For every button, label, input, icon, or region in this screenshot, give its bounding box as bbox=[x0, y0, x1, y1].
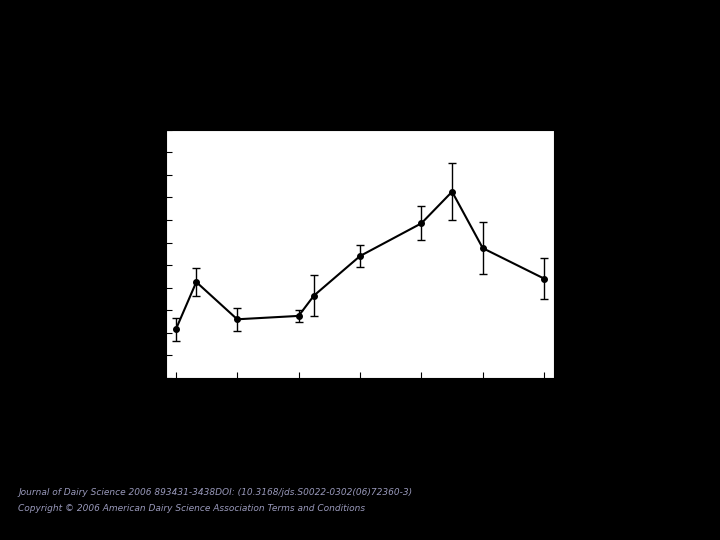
Y-axis label: Temperature, °C: Temperature, °C bbox=[117, 197, 130, 311]
Text: Copyright © 2006 American Dairy Science Association Terms and Conditions: Copyright © 2006 American Dairy Science … bbox=[18, 504, 365, 513]
Text: Figure 6: Figure 6 bbox=[335, 61, 385, 74]
X-axis label: Time after initial treatment, h: Time after initial treatment, h bbox=[255, 399, 465, 411]
Text: Journal of Dairy Science 2006 893431-3438DOI: (10.3168/jds.S0022-0302(06)72360-3: Journal of Dairy Science 2006 893431-343… bbox=[18, 488, 412, 497]
